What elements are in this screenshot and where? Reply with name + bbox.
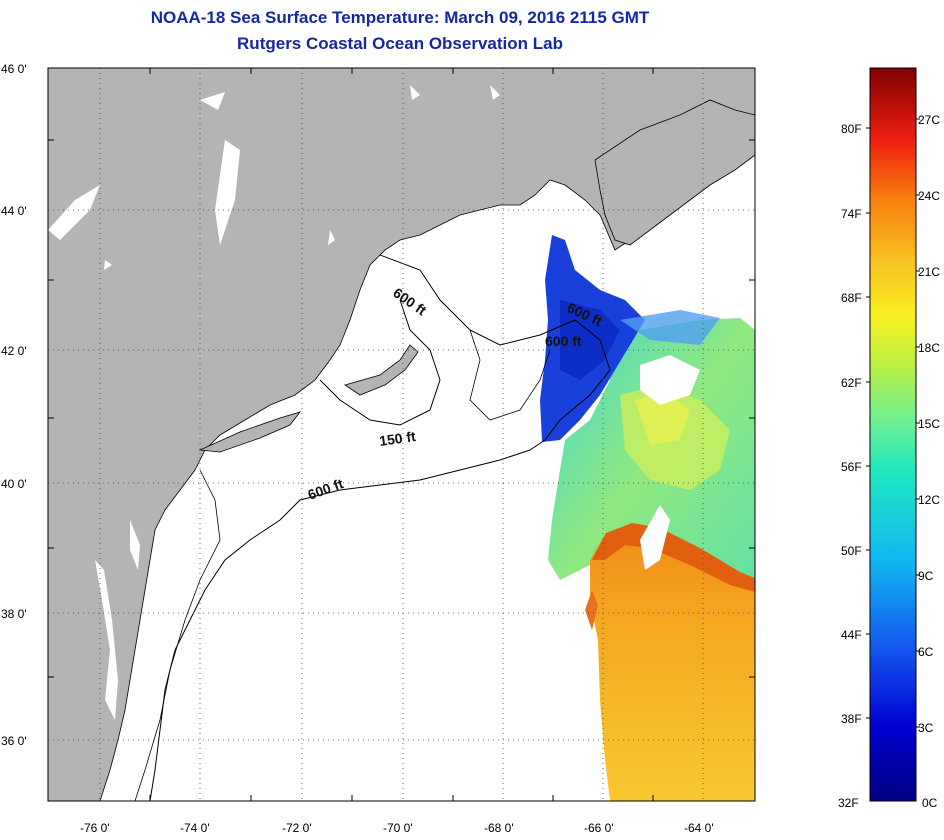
colorbar-label-c: 12C [918,493,940,507]
cloud-patch [640,505,670,570]
contour-600ft-shelf [149,439,546,801]
sst-cool-band [620,310,720,345]
map-title: NOAA-18 Sea Surface Temperature: March 0… [150,8,650,27]
colorbar-label-f: 68F [841,291,862,305]
map-frame [47,67,756,802]
delaware-bay [130,520,140,570]
lake [200,92,225,110]
cloud-patch [640,355,700,405]
colorbar-label-f: 74F [841,207,862,221]
colorbar-label-c: 9C [918,569,934,583]
axis-ticks [48,68,755,801]
lat-label: 36 0' [1,734,27,748]
graticule [48,68,755,801]
colorbar-label-f: 80F [841,122,862,136]
lon-label: -76 0' [80,821,110,835]
land-nova-scotia [594,99,755,246]
sst-warm-region [590,525,755,801]
colorbar-label-f: 44F [841,628,862,642]
colorbar-label-c: 18C [918,341,940,355]
colorbar-label-f: 56F [841,460,862,474]
colorbar-label-c: 27C [918,113,940,127]
lake [104,260,112,270]
contour-600ft-gulf-of-maine [379,254,611,441]
colorbar-label-f: 38F [841,712,862,726]
lon-label: -66 0' [584,821,614,835]
lat-label: 44 0' [1,204,27,218]
lake [328,230,335,245]
contour-inner-shelf [134,469,221,801]
colorbar-label-c: 6C [918,645,934,659]
colorbar-label-c: 21C [918,265,940,279]
lon-label: -72 0' [282,821,312,835]
lat-label: 40 0' [1,477,27,491]
lon-label: -70 0' [383,821,413,835]
contour-label: 150 ft [378,428,417,449]
colorbar-label-f: 62F [841,376,862,390]
lat-label: 46 0' [1,62,27,76]
lake-ontario [48,185,100,240]
colorbar-label-c: 0C [922,796,938,810]
colorbar [869,67,917,802]
chesapeake-bay [95,560,118,720]
colorbar-label-c: 15C [918,417,940,431]
contour-150ft [319,299,441,426]
sst-warm-fragment [585,590,598,630]
lake [410,85,420,100]
colorbar-label-c: 3C [918,721,934,735]
lon-label: -74 0' [180,821,210,835]
lake [490,85,500,100]
lon-label: -64 0' [684,821,714,835]
sst-eddy-core [635,392,690,445]
colorbar-label-f: 32F [838,796,859,810]
colorbar-label-f: 50F [841,544,862,558]
land-long-island [198,411,302,453]
land-cape-cod [344,344,419,396]
lon-label: -68 0' [484,821,514,835]
colorbar-label-c: 24C [918,189,940,203]
contour-georges-bank [469,329,551,421]
lake-champlain [215,140,240,245]
contour-label: 600 ft [545,333,582,349]
map-subtitle: Rutgers Coastal Ocean Observation Lab [237,34,563,53]
lat-label: 38 0' [1,607,27,621]
sst-front [592,523,755,592]
colorbar-ticks [866,118,920,728]
lat-label: 42 0' [1,344,27,358]
